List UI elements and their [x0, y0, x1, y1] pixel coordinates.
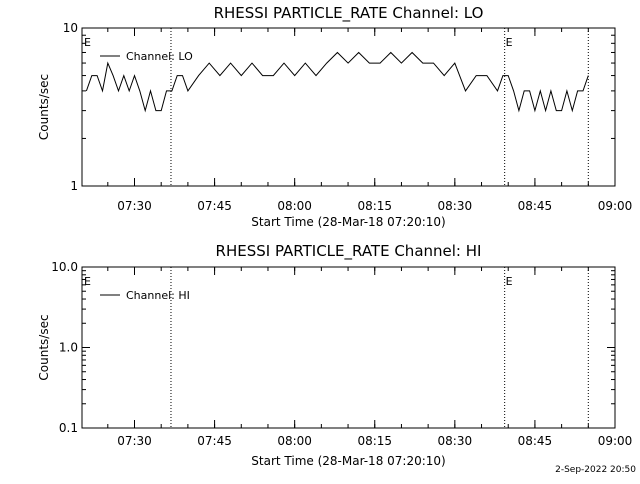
generation-timestamp: 2-Sep-2022 20:50 [555, 465, 636, 475]
x-tick-label: 08:00 [277, 199, 312, 213]
y-tick-label: 1.0 [59, 341, 78, 355]
x-tick-label: 08:30 [438, 199, 473, 213]
panel-hi: RHESSI PARTICLE_RATE Channel: HI 07:30 07:… [37, 242, 632, 468]
chart-title: RHESSI PARTICLE_RATE Channel: HI [216, 242, 482, 261]
y-tick-label: 10 [63, 21, 78, 35]
y-tick-label: 10.0 [51, 260, 78, 274]
y-tick-label: 0.1 [59, 421, 78, 435]
event-marker: E [506, 36, 513, 49]
legend-label: Channel: HI [126, 289, 190, 302]
x-tick-label: 08:45 [518, 199, 553, 213]
x-tick-label: 09:00 [598, 434, 633, 448]
y-tick-label: 1 [70, 179, 78, 193]
x-tick-label: 07:30 [117, 434, 152, 448]
x-tick-label: 08:15 [357, 199, 392, 213]
x-tick-label: 07:45 [197, 199, 232, 213]
x-tick-label: 08:00 [277, 434, 312, 448]
legend-label: Channel: LO [126, 50, 193, 63]
x-tick-label: 09:00 [598, 199, 633, 213]
x-tick-label: 07:45 [197, 434, 232, 448]
event-marker: E [506, 275, 513, 288]
event-marker: E [84, 36, 91, 49]
chart-title: RHESSI PARTICLE_RATE Channel: LO [214, 4, 484, 23]
x-tick-label: 08:30 [438, 434, 473, 448]
y-axis-label: Counts/sec [37, 74, 51, 140]
y-axis-label: Counts/sec [37, 314, 51, 380]
event-marker: E [84, 275, 91, 288]
x-tick-label: 08:15 [357, 434, 392, 448]
x-tick-label: 07:30 [117, 199, 152, 213]
x-axis-label: Start Time (28-Mar-18 07:20:10) [251, 215, 445, 229]
x-tick-label: 08:45 [518, 434, 553, 448]
series-line-lo [85, 51, 589, 113]
panel-lo: RHESSI PARTICLE_RATE Channel: LO 07:30 07:… [37, 4, 632, 229]
x-axis-label: Start Time (28-Mar-18 07:20:10) [251, 454, 445, 468]
